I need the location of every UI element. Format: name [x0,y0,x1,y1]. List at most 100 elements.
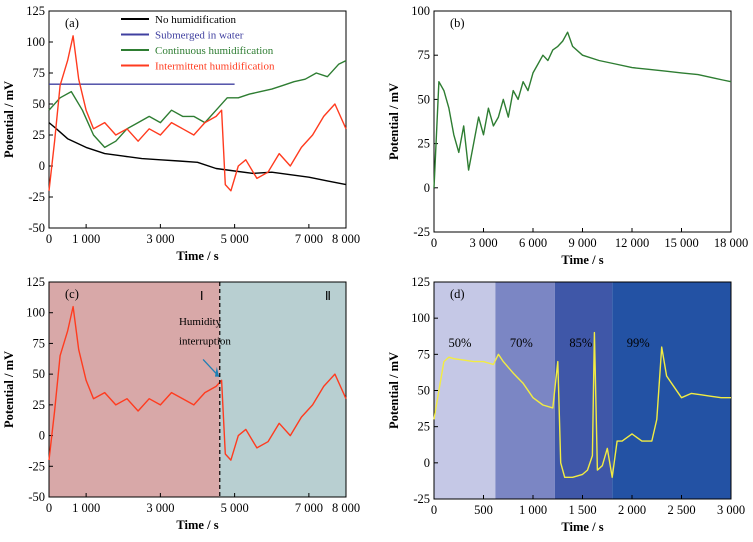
x-tick-label: 5 000 [221,501,249,515]
panel-label: (a) [65,16,79,30]
y-tick-label: 50 [33,97,46,111]
annotation-arrowhead [214,366,220,377]
y-tick-label: -25 [413,492,430,506]
x-tick-label: 1 500 [568,503,596,517]
y-axis-label: Potential / mV [2,351,16,428]
x-tick-label: 12 000 [615,236,649,250]
panel-label: (b) [450,16,465,30]
y-tick-label: 100 [411,311,430,325]
legend-entry: Continuous humidification [155,45,274,57]
y-tick-label: 100 [26,306,45,320]
x-tick-label: 7 000 [295,501,323,515]
y-tick-label: 125 [26,275,45,289]
y-tick-label: 25 [418,137,431,151]
x-tick-label: 6 000 [519,236,547,250]
series-line-0 [433,31,732,188]
y-tick-label: 75 [418,48,431,62]
legend-entry: No humidification [155,14,236,26]
x-tick-label: 5 000 [221,232,249,246]
plot-frame [433,10,732,233]
x-tick-label: 3 000 [717,503,745,517]
x-tick-label: 0 [46,232,52,246]
x-tick-label: 9 000 [568,236,596,250]
x-tick-label: 15 000 [664,236,698,250]
y-axis-label: Potential / mV [387,352,401,429]
series-line-3 [48,35,347,192]
region-0 [434,282,496,499]
panel-a: 0 1 000 3 000 5 000 7 000 8 000 -50 -25 0 25 50 75 1… [2,4,360,263]
plot-frame [48,10,347,229]
region-label: Ⅰ [200,289,204,303]
y-tick-label: 25 [33,398,46,412]
x-axis-label: Time / s [176,249,218,263]
x-tick-label: 1 000 [72,501,100,515]
y-tick-label: 0 [424,456,430,470]
x-tick-label: 2 000 [618,503,646,517]
y-axis-label: Potential / mV [2,81,16,158]
panel-d: 0 500 1 000 1 500 2 000 2 500 3 000-2502550751… [387,275,745,534]
y-tick-label: 50 [418,92,431,106]
x-tick-label: 18 000 [714,236,748,250]
x-tick-label: 8 000 [332,232,360,246]
x-tick-label: 3 000 [146,232,174,246]
region-2 [554,282,613,499]
region-label: 99% [627,336,650,350]
y-tick-label: 50 [33,367,46,381]
y-tick-label: 100 [26,35,45,49]
annotation-text: interruption [179,336,231,348]
region-1 [495,282,555,499]
legend-entry: Submerged in water [155,30,244,42]
y-tick-label: 75 [33,336,46,350]
x-tick-label: 0 [46,501,52,515]
x-axis-label: Time / s [176,518,218,532]
region-0 [49,282,220,497]
y-axis-label: Potential / mV [387,83,401,160]
region-label: Ⅱ [325,289,331,303]
y-tick-label: 50 [418,384,431,398]
y-tick-label: 75 [33,66,46,80]
y-tick-label: 0 [39,429,45,443]
y-tick-label: -25 [28,459,45,473]
y-tick-label: 75 [418,347,431,361]
y-tick-label: 125 [411,275,430,289]
y-tick-label: -25 [28,190,45,204]
x-tick-label: 8 000 [332,501,360,515]
panel-c: 0 1 000 3 000 5 000 7 000 8 000 -50 -25 0 25 50 75 1… [2,275,360,532]
region-1 [219,282,346,497]
x-tick-label: 3 000 [146,501,174,515]
region-label: 70% [510,336,533,350]
series-line-0 [433,331,731,478]
plot-frame [48,281,347,498]
panel-label: (d) [450,287,465,301]
x-tick-label: 0 [431,236,437,250]
region-3 [612,282,731,499]
region-label: 50% [449,336,472,350]
y-tick-label: 0 [424,181,430,195]
x-axis-label: Time / s [561,520,603,534]
x-axis-label: Time / s [561,253,603,267]
series-line-0 [48,122,347,186]
annotation-text: Humidity [179,316,222,328]
y-tick-label: 25 [33,128,46,142]
series-line-2 [48,59,347,149]
y-tick-label: 25 [418,420,431,434]
x-tick-label: 500 [474,503,493,517]
x-tick-label: 3 000 [469,236,497,250]
legend-entry: Intermittent humidification [155,61,275,73]
region-label: 85% [569,336,592,350]
y-tick-label: 0 [39,159,45,173]
panel-label: (c) [65,287,79,301]
y-tick-label: -25 [413,225,430,239]
x-tick-label: 7 000 [295,232,323,246]
y-tick-label: 125 [26,4,45,18]
y-tick-label: -50 [28,221,45,235]
y-tick-label: -50 [28,490,45,504]
x-tick-label: 1 000 [519,503,547,517]
x-tick-label: 1 000 [72,232,100,246]
x-tick-label: 2 500 [667,503,695,517]
y-tick-label: 100 [411,4,430,18]
series-line-0 [48,305,347,461]
x-tick-label: 0 [431,503,437,517]
